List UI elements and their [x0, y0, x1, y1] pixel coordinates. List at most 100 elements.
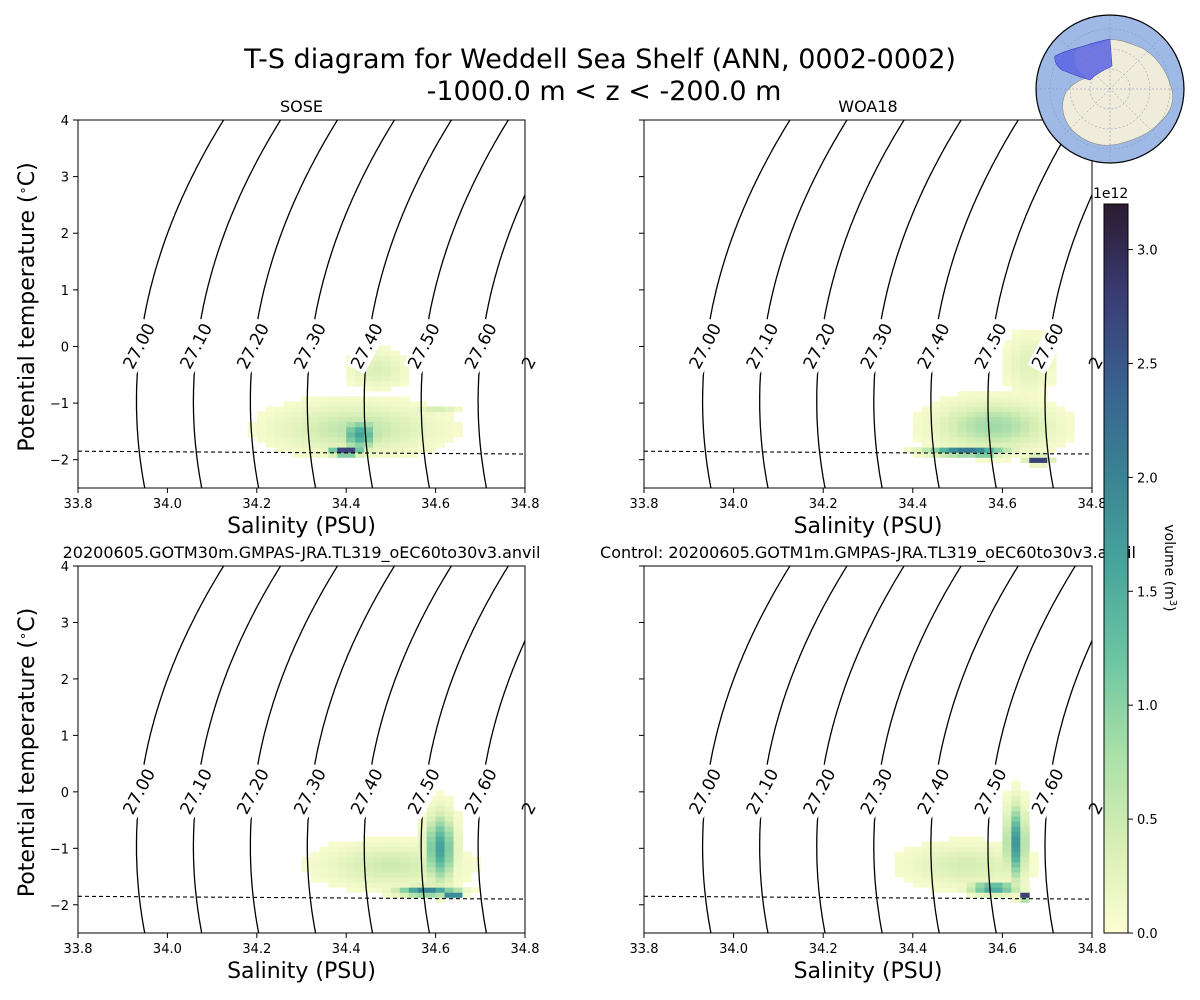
heatmap-cell [1002, 790, 1012, 797]
heatmap-cell [1020, 882, 1030, 888]
contour-label-bg [1141, 318, 1184, 375]
heatmap-cell [453, 877, 463, 883]
heatmap-cell [957, 877, 967, 883]
heatmap-cell [399, 882, 410, 888]
heatmap-cell [337, 406, 347, 412]
heatmap-cell [346, 370, 356, 377]
heatmap-cell [328, 851, 338, 858]
heatmap-cell [292, 447, 302, 453]
heatmap-cell [328, 872, 338, 878]
heatmap-cell [364, 877, 374, 883]
heatmap-cell [390, 836, 401, 842]
heatmap-cell [319, 426, 329, 433]
heatmap-cell [903, 846, 914, 853]
heatmap-cell [408, 887, 419, 893]
heatmap-cell [417, 442, 428, 448]
heatmap-cell [1020, 877, 1030, 883]
heatmap-cell [1020, 805, 1030, 812]
heatmap-cell [948, 872, 958, 878]
heatmap-cell [984, 396, 994, 402]
heatmap-cell [346, 375, 356, 382]
heatmap-cell [426, 872, 436, 878]
heatmap-cell [930, 401, 941, 407]
heatmap-cell [399, 421, 410, 428]
heatmap-cell [346, 866, 356, 873]
heatmap-cell [265, 416, 276, 423]
contour-label: 27.30 [857, 766, 898, 818]
heatmap-cell [1038, 462, 1048, 469]
heatmap-cell [894, 856, 905, 863]
heatmap-cell [1011, 836, 1021, 842]
heatmap-cell [939, 447, 950, 453]
heatmap-cell [1020, 335, 1030, 341]
heatmap-cell [417, 411, 428, 418]
heatmap-cell [462, 856, 472, 863]
density-contour [192, 566, 282, 933]
heatmap-cell [1011, 335, 1021, 341]
heatmap-cell [435, 821, 445, 827]
heatmap-cell [1002, 421, 1012, 428]
heatmap-cell [912, 431, 923, 438]
x-tick-label: 33.8 [630, 942, 659, 957]
heatmap-cell [337, 452, 347, 458]
heatmap-cell [256, 426, 267, 433]
y-tick-label: −1 [50, 842, 69, 857]
heatmap-cell [1047, 381, 1057, 387]
heatmap-cell [426, 892, 436, 898]
heatmap-cell [337, 411, 347, 418]
density-contour [706, 555, 800, 945]
heatmap-cell [1065, 421, 1075, 428]
panel-title: SOSE [280, 97, 323, 116]
heatmap-cell [319, 452, 329, 458]
heatmap-cell [966, 861, 976, 868]
heatmap-cell [399, 370, 410, 377]
density-contour [363, 120, 453, 488]
contour-label-bg [346, 764, 389, 820]
heatmap-cell [399, 416, 410, 423]
heatmap-cell [966, 877, 976, 883]
heatmap-cell [975, 447, 985, 453]
heatmap-cell [346, 411, 356, 418]
heatmap-cell [993, 406, 1003, 412]
heatmap-cell [373, 866, 383, 873]
contour-label: 27.20 [800, 766, 841, 818]
heatmap-cell [966, 836, 976, 842]
heatmap-cell [364, 370, 374, 377]
heatmap-cell [435, 800, 445, 807]
heatmap-cell [912, 426, 923, 433]
contour-label-bg [970, 318, 1013, 375]
heatmap-cell [939, 452, 950, 458]
heatmap-cell [948, 401, 958, 407]
heatmap-cell [247, 421, 258, 428]
heatmap-cell [975, 401, 985, 407]
heatmap-cell [984, 856, 994, 863]
heatmap-cell [265, 442, 276, 448]
heatmap-cell [417, 826, 428, 832]
heatmap-cell [1011, 800, 1021, 807]
heatmap-cell [930, 856, 941, 863]
heatmap-cell [310, 442, 320, 448]
heatmap-cell [921, 846, 932, 853]
heatmap-cell [939, 866, 950, 873]
contour-label: 27.20 [800, 320, 841, 372]
heatmap-cell [903, 856, 914, 863]
heatmap-cell [346, 887, 356, 893]
heatmap-cell [444, 816, 454, 822]
heatmap-cell [328, 841, 338, 848]
heatmap-cell [426, 831, 436, 837]
heatmap-cell [966, 872, 976, 878]
heatmap-cell [399, 866, 410, 873]
heatmap-cell [364, 872, 374, 878]
heatmap-cell [292, 452, 302, 458]
heatmap-cell [993, 442, 1003, 448]
heatmap-cell [1011, 375, 1021, 382]
heatmap-cell [930, 846, 941, 853]
heatmap-cell [948, 877, 958, 883]
heatmap-cell [957, 401, 967, 407]
heatmap-cell [373, 386, 383, 392]
contour-label-bg [741, 318, 785, 375]
freezing-line [643, 450, 1093, 455]
heatmap-cell [1029, 391, 1039, 397]
heatmap-cell [1011, 897, 1021, 903]
heatmap-cell [435, 831, 445, 837]
